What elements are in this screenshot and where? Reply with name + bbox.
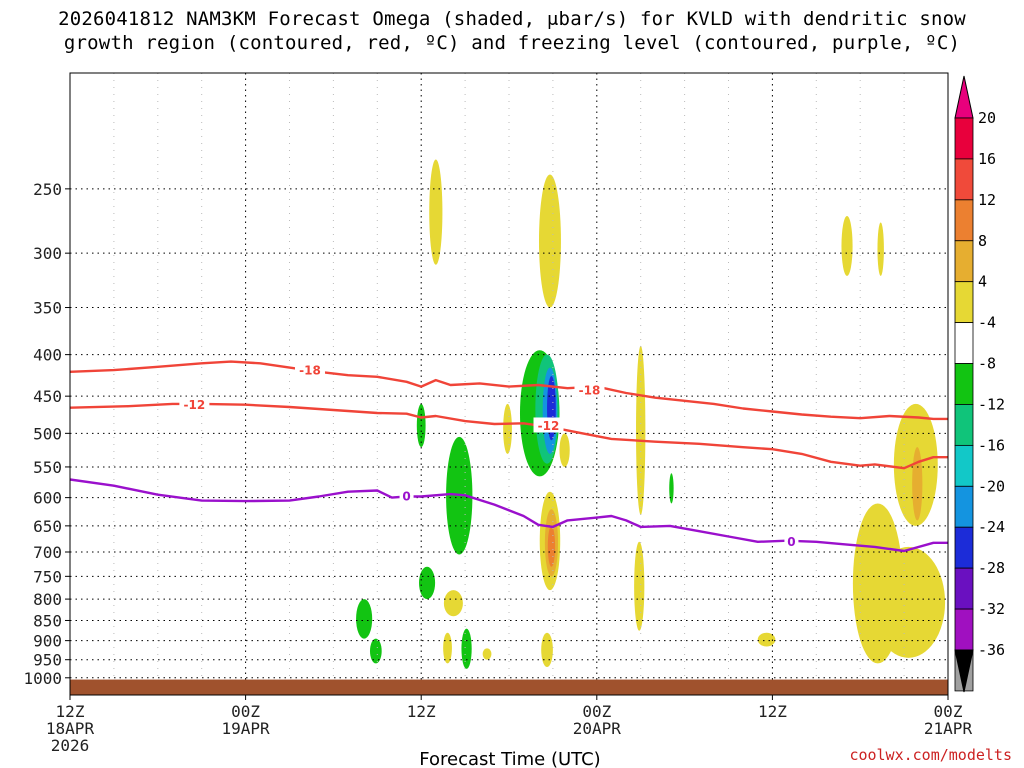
colorbar-label-9: -20	[978, 477, 1005, 495]
omega-region-20	[356, 599, 373, 639]
omega-region-25	[541, 632, 553, 668]
colorbar-swatch-3	[954, 240, 974, 283]
contour-line-minus18	[70, 360, 948, 421]
colorbar-label-8: -16	[978, 436, 1005, 454]
y-tick-label-350: 350	[33, 299, 62, 318]
contour-label-5: 0	[787, 535, 795, 549]
colorbar-swatch-5	[954, 322, 974, 364]
omega-region-14	[547, 525, 556, 567]
colorbar-swatch-6	[954, 363, 974, 405]
contour-label-3: -12	[538, 419, 560, 433]
colorbar-label-7: -12	[978, 395, 1005, 413]
x-tick-label-12-2: 19APR	[222, 719, 271, 738]
colorbar-label-6: -8	[978, 355, 996, 373]
y-tick-label-850: 850	[33, 611, 62, 630]
omega-region-10	[503, 403, 512, 454]
contour-label-bg-2	[179, 396, 210, 412]
contour-label-bg-4	[399, 487, 414, 503]
omega-region-26	[757, 632, 776, 647]
colorbar-swatch-7	[954, 404, 974, 446]
y-tick-label-450: 450	[33, 387, 62, 406]
colorbar-swatch-2	[954, 199, 974, 242]
colorbar-swatch-1	[954, 158, 974, 201]
y-tick-label-650: 650	[33, 517, 62, 536]
x-tick-label-0-3: 2026	[51, 736, 90, 755]
contour-label-4: 0	[402, 489, 410, 503]
omega-region-23	[461, 628, 472, 669]
x-tick-label-36-2: 20APR	[573, 719, 622, 738]
y-tick-label-800: 800	[33, 590, 62, 609]
contour-label-bg-3	[533, 417, 564, 433]
omega-region-18	[419, 566, 436, 600]
omega-region-17	[634, 541, 645, 631]
x-tick-label-48-1: 12Z	[758, 702, 787, 721]
y-tick-label-950: 950	[33, 651, 62, 670]
x-axis-label: Forecast Time (UTC)	[419, 749, 600, 768]
plot-background	[70, 73, 948, 695]
y-tick-label-1000: 1000	[23, 669, 62, 688]
chart-title-line1: 2026041812 NAM3KM Forecast Omega (shaded…	[58, 8, 966, 30]
x-tick-label-60-1: 00Z	[934, 702, 963, 721]
omega-region-19	[443, 590, 463, 617]
x-tick-label-12-1: 00Z	[231, 702, 260, 721]
y-tick-label-750: 750	[33, 567, 62, 586]
contour-label-bg-1	[574, 381, 605, 397]
y-tick-label-400: 400	[33, 346, 62, 365]
omega-region-16	[669, 473, 674, 504]
colorbar-label-1: 16	[978, 150, 996, 168]
omega-region-2	[841, 216, 853, 276]
contour-line-zero	[70, 478, 948, 553]
omega-region-28	[912, 447, 923, 521]
omega-region-1	[538, 174, 561, 308]
x-tick-label-0-1: 12Z	[56, 702, 85, 721]
y-tick-label-500: 500	[33, 424, 62, 443]
colorbar-label-10: -24	[978, 518, 1005, 536]
x-tick-label-0-2: 18APR	[46, 719, 95, 738]
colorbar-label-11: -28	[978, 559, 1005, 577]
omega-region-11	[559, 433, 570, 467]
colorbar-swatch-0	[954, 117, 974, 160]
contour-label-2: -12	[184, 398, 206, 412]
contour-label-0: -18	[299, 364, 321, 378]
colorbar-label-4: 4	[978, 273, 987, 291]
colorbar-top-arrow	[954, 75, 974, 119]
colorbar-label-12: -32	[978, 600, 1005, 618]
colorbar-label-0: 20	[978, 109, 996, 127]
y-tick-label-900: 900	[33, 632, 62, 651]
colorbar-label-2: 12	[978, 191, 996, 209]
colorbar-swatch-4	[954, 281, 974, 324]
credit-text: coolwx.com/modelts	[849, 746, 1012, 764]
x-tick-label-36-1: 00Z	[582, 702, 611, 721]
colorbar-swatch-8	[954, 444, 974, 487]
contour-label-1: -18	[579, 383, 601, 397]
omega-region-21	[369, 638, 382, 664]
colorbar-swatch-9	[954, 485, 974, 528]
omega-region-22	[443, 632, 452, 664]
colorbar-swatch-10	[954, 526, 974, 569]
y-tick-label-550: 550	[33, 458, 62, 477]
colorbar-label-5: -4	[978, 314, 996, 332]
x-tick-label-24-1: 12Z	[407, 702, 436, 721]
colorbar-swatch-12	[954, 608, 974, 651]
colorbar-label-3: 8	[978, 232, 987, 250]
colorbar-swatch-11	[954, 567, 974, 610]
omega-region-0	[429, 159, 443, 265]
contour-label-bg-0	[294, 362, 325, 378]
colorbar-bottom-arrow	[954, 649, 974, 693]
y-tick-label-250: 250	[33, 180, 62, 199]
ground-surface	[70, 679, 948, 695]
colorbar-label-13: -36	[978, 641, 1005, 659]
y-tick-label-700: 700	[33, 543, 62, 562]
chart-title-line2: growth region (contoured, red, ºC) and f…	[63, 32, 961, 54]
x-tick-label-60-2: 21APR	[924, 719, 973, 738]
contour-label-bg-5	[784, 533, 799, 549]
omega-region-3	[877, 222, 884, 276]
omega-region-24	[482, 648, 492, 660]
y-tick-label-300: 300	[33, 244, 62, 263]
plot-frame	[69, 72, 949, 696]
y-tick-label-600: 600	[33, 489, 62, 508]
omega-region-30	[871, 546, 946, 658]
